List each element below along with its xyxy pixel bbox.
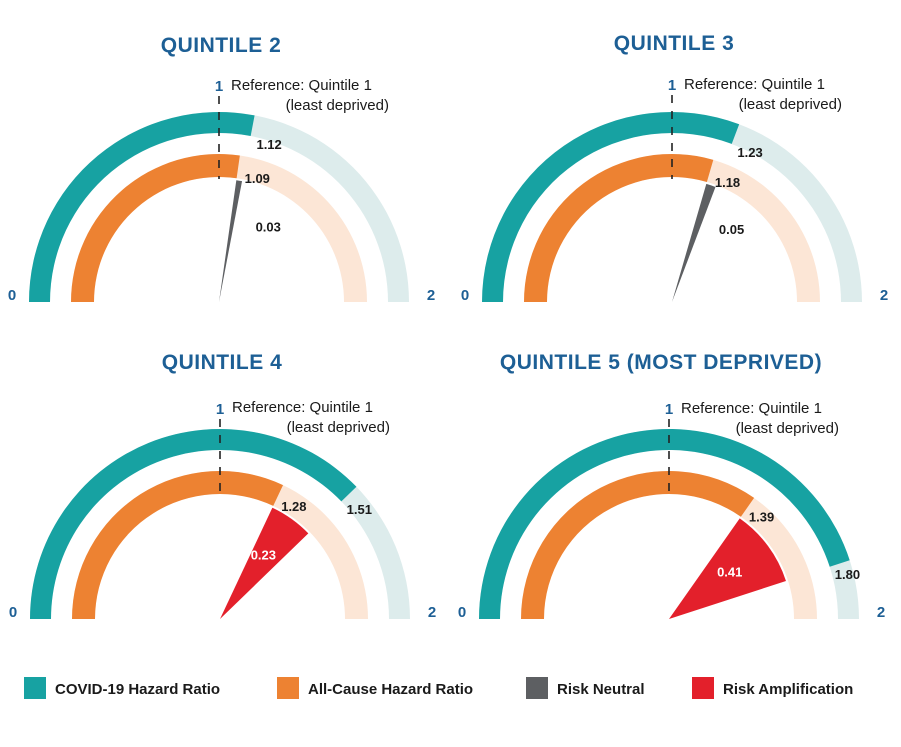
axis-max-label: 2: [880, 287, 888, 304]
axis-max-label: 2: [427, 287, 435, 304]
risk-neutral-wedge: [672, 183, 716, 302]
covid-hazard-arc: [30, 429, 357, 619]
legend-swatch-covid: [24, 677, 46, 699]
allcause-hazard-arc: [521, 471, 755, 619]
risk-neutral-wedge: [219, 180, 243, 302]
gauge-quintile-5: QUINTILE 5 (MOST DEPRIVED) 1 Reference: Qu…: [458, 351, 885, 621]
risk-value-label: 0.41: [717, 565, 742, 580]
legend-swatch-neutral: [526, 677, 548, 699]
axis-max-label: 2: [877, 604, 885, 621]
reference-tick-label: 1: [216, 401, 224, 418]
allcause-hazard-value-label: 1.18: [715, 175, 740, 190]
reference-label-line2: (least deprived): [286, 97, 389, 114]
covid-hazard-arc: [479, 429, 850, 619]
gauge-quintile-3: QUINTILE 3 1 Reference: Quintile 1 (least d…: [461, 32, 888, 304]
axis-min-label: 0: [8, 287, 16, 304]
gauge-quintile-4: QUINTILE 4 1 Reference: Quintile 1 (least d…: [9, 351, 436, 621]
reference-label-line2: (least deprived): [739, 96, 842, 113]
reference-tick-label: 1: [215, 78, 223, 95]
reference-label-line1: Reference: Quintile 1: [231, 77, 372, 94]
risk-amplification-wedge: [220, 507, 309, 619]
gauge-quintile-2: QUINTILE 2 1 Reference: Quintile 1 (least d…: [8, 34, 435, 304]
gauge-title: QUINTILE 3: [614, 32, 735, 55]
gauge-title: QUINTILE 4: [162, 351, 283, 374]
covid-hazard-value-label: 1.80: [835, 567, 860, 582]
legend-label-allcause: All-Cause Hazard Ratio: [308, 681, 473, 698]
gauge-title: QUINTILE 2: [161, 34, 282, 57]
allcause-hazard-arc: [71, 154, 240, 302]
reference-tick-label: 1: [668, 77, 676, 94]
allcause-hazard-arc: [524, 154, 714, 302]
covid-hazard-value-label: 1.51: [347, 502, 372, 517]
risk-value-label: 0.23: [251, 548, 276, 563]
reference-label-line1: Reference: Quintile 1: [684, 76, 825, 93]
risk-value-label: 0.03: [256, 220, 281, 235]
reference-label-line1: Reference: Quintile 1: [681, 400, 822, 417]
axis-min-label: 0: [461, 287, 469, 304]
covid-hazard-arc: [482, 111, 740, 303]
axis-max-label: 2: [428, 604, 436, 621]
reference-label-line2: (least deprived): [736, 420, 839, 437]
axis-min-label: 0: [458, 604, 466, 621]
allcause-hazard-value-label: 1.09: [245, 171, 270, 186]
covid-hazard-arc: [29, 112, 255, 302]
covid-hazard-value-label: 1.12: [256, 137, 281, 152]
legend-label-neutral: Risk Neutral: [557, 681, 645, 698]
legend-swatch-allcause: [277, 677, 299, 699]
legend-swatch-amplification: [692, 677, 714, 699]
reference-label-line1: Reference: Quintile 1: [232, 399, 373, 416]
allcause-hazard-value-label: 1.28: [281, 499, 306, 514]
legend-label-covid: COVID-19 Hazard Ratio: [55, 681, 220, 698]
covid-hazard-value-label: 1.23: [737, 145, 762, 160]
axis-min-label: 0: [9, 604, 17, 621]
allcause-hazard-value-label: 1.39: [749, 510, 774, 525]
risk-amplification-wedge: [669, 518, 786, 619]
legend: COVID-19 Hazard Ratio All-Cause Hazard Ra…: [24, 677, 853, 699]
risk-value-label: 0.05: [719, 222, 744, 237]
allcause-hazard-arc: [72, 471, 284, 619]
reference-tick-label: 1: [665, 401, 673, 418]
gauge-title: QUINTILE 5 (MOST DEPRIVED): [500, 351, 822, 374]
reference-label-line2: (least deprived): [287, 419, 390, 436]
legend-label-amplification: Risk Amplification: [723, 681, 853, 698]
